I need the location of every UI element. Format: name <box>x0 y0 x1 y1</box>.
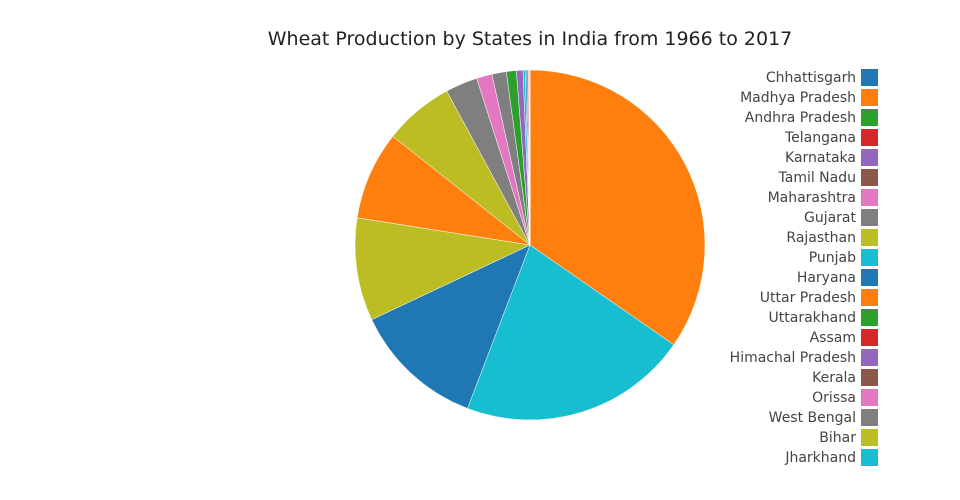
legend-item-assam[interactable]: Assam <box>810 329 878 346</box>
legend-swatch <box>861 89 878 106</box>
legend-swatch <box>861 409 878 426</box>
legend-label: Telangana <box>784 130 856 146</box>
legend-item-punjab[interactable]: Punjab <box>809 249 878 266</box>
legend-label: Madhya Pradesh <box>740 90 856 106</box>
legend-swatch <box>861 389 878 406</box>
legend-swatch <box>861 149 878 166</box>
legend-label: Jharkhand <box>784 450 856 466</box>
pie-slice-punjab[interactable] <box>467 244 675 421</box>
legend-item-himachal-pradesh[interactable]: Himachal Pradesh <box>730 349 878 366</box>
legend-label: Assam <box>810 330 856 346</box>
legend-item-bihar[interactable]: Bihar <box>819 429 878 446</box>
legend-item-west-bengal[interactable]: West Bengal <box>769 409 878 426</box>
legend-label: Andhra Pradesh <box>745 110 856 126</box>
legend-item-maharashtra[interactable]: Maharashtra <box>768 189 878 206</box>
legend-label: Maharashtra <box>768 190 856 206</box>
legend-swatch <box>861 349 878 366</box>
pie-slice-uttar-pradesh[interactable] <box>529 69 706 346</box>
legend-label: Punjab <box>809 250 856 266</box>
legend-label: Tamil Nadu <box>778 170 857 186</box>
legend-label: Himachal Pradesh <box>730 350 856 366</box>
legend-swatch <box>861 309 878 326</box>
legend-swatch <box>861 229 878 246</box>
pie-slices <box>354 69 706 421</box>
legend-swatch <box>861 289 878 306</box>
legend-item-haryana[interactable]: Haryana <box>797 269 878 286</box>
legend-swatch <box>861 189 878 206</box>
legend-swatch <box>861 449 878 466</box>
legend-swatch <box>861 209 878 226</box>
legend-item-rajasthan[interactable]: Rajasthan <box>786 229 878 246</box>
pie-slice-haryana[interactable] <box>371 244 531 409</box>
legend-swatch <box>861 129 878 146</box>
legend-label: Uttar Pradesh <box>760 290 856 306</box>
chart-title: Wheat Production by States in India from… <box>268 28 793 50</box>
legend-item-jharkhand[interactable]: Jharkhand <box>784 449 878 466</box>
legend-swatch <box>861 249 878 266</box>
legend-label: Orissa <box>812 390 856 406</box>
legend-label: Bihar <box>819 430 856 446</box>
legend-swatch <box>861 169 878 186</box>
legend-swatch <box>861 369 878 386</box>
legend-swatch <box>861 329 878 346</box>
legend-label: Rajasthan <box>786 230 856 246</box>
legend-label: Chhattisgarh <box>766 70 856 86</box>
legend-item-gujarat[interactable]: Gujarat <box>804 209 878 226</box>
legend-swatch <box>861 69 878 86</box>
legend-item-tamil-nadu[interactable]: Tamil Nadu <box>778 169 879 186</box>
legend-label: Kerala <box>812 370 856 386</box>
legend-label: Haryana <box>797 270 856 286</box>
legend-label: Karnataka <box>785 150 856 166</box>
pie-slice-madhya-pradesh[interactable] <box>356 135 531 246</box>
legend-swatch <box>861 269 878 286</box>
legend-item-uttar-pradesh[interactable]: Uttar Pradesh <box>760 289 878 306</box>
legend-item-madhya-pradesh[interactable]: Madhya Pradesh <box>740 89 878 106</box>
legend-item-kerala[interactable]: Kerala <box>812 369 878 386</box>
legend-item-orissa[interactable]: Orissa <box>812 389 878 406</box>
legend-label: Uttarakhand <box>769 310 856 326</box>
legend-item-uttarakhand[interactable]: Uttarakhand <box>769 309 878 326</box>
legend-label: Gujarat <box>804 210 857 226</box>
pie-slice-rajasthan[interactable] <box>354 217 531 321</box>
legend-item-chhattisgarh[interactable]: Chhattisgarh <box>766 69 878 86</box>
legend-item-andhra-pradesh[interactable]: Andhra Pradesh <box>745 109 878 126</box>
legend[interactable]: Chhattisgarh Madhya Pradesh Andhra Pradesh… <box>730 69 878 466</box>
legend-item-karnataka[interactable]: Karnataka <box>785 149 878 166</box>
legend-label: West Bengal <box>769 410 856 426</box>
legend-swatch <box>861 429 878 446</box>
legend-swatch <box>861 109 878 126</box>
legend-item-telangana[interactable]: Telangana <box>784 129 878 146</box>
